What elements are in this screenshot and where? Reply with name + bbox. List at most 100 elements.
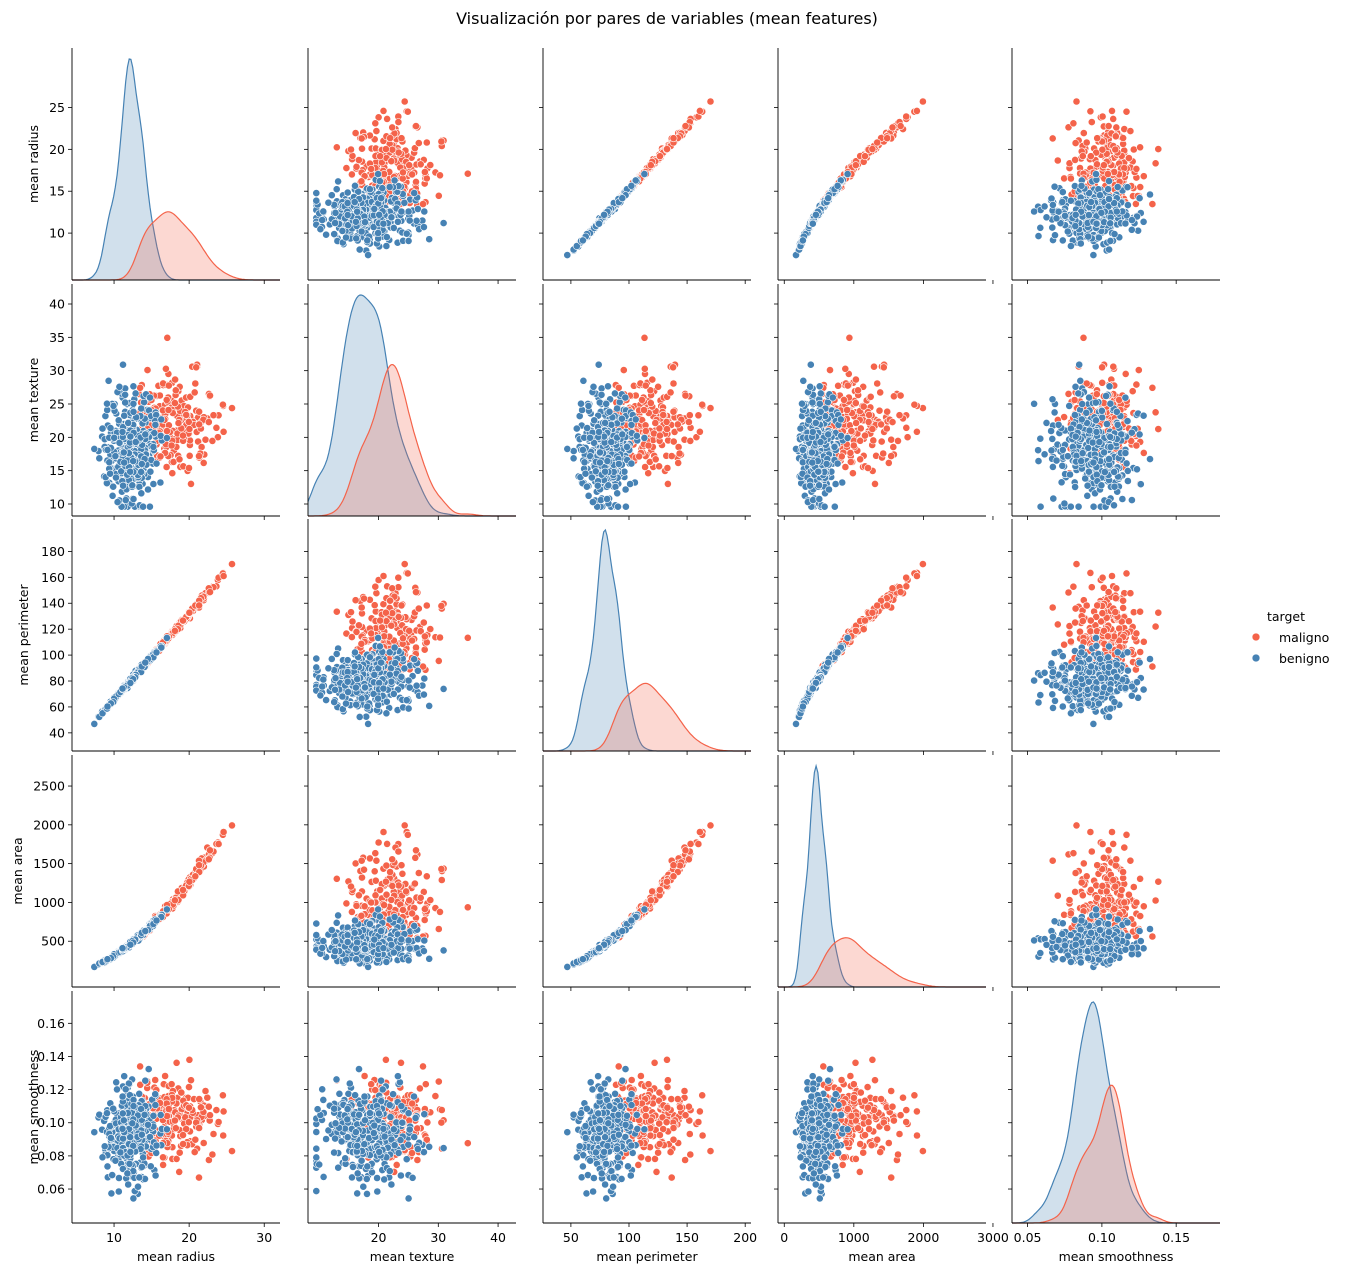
point-benigno (572, 424, 581, 433)
point-maligno (182, 410, 191, 419)
point-benigno (343, 211, 352, 219)
point-benigno (812, 210, 820, 219)
point-maligno (841, 463, 850, 471)
point-benigno (816, 407, 825, 416)
point-maligno (1134, 366, 1143, 374)
point-benigno (1082, 408, 1091, 417)
point-benigno (824, 194, 833, 203)
point-maligno (1111, 145, 1120, 154)
point-benigno (324, 198, 333, 207)
point-benigno (370, 204, 379, 213)
point-maligno (1154, 145, 1163, 153)
point-maligno (1104, 122, 1113, 130)
point-benigno (1030, 399, 1038, 408)
point-maligno (354, 156, 363, 164)
point-benigno (806, 481, 814, 490)
point-benigno (312, 189, 321, 197)
point-maligno (1148, 383, 1157, 392)
point-benigno (119, 448, 128, 457)
point-maligno (648, 375, 657, 384)
point-benigno (1063, 227, 1072, 236)
point-benigno (1075, 360, 1084, 369)
point-benigno (1074, 502, 1083, 511)
point-benigno (124, 418, 133, 427)
point-maligno (654, 382, 662, 391)
point-benigno (613, 404, 621, 413)
point-maligno (1111, 132, 1120, 141)
point-benigno (129, 399, 138, 408)
point-maligno (861, 152, 869, 161)
point-maligno (675, 449, 684, 458)
point-benigno (1077, 181, 1086, 190)
point-benigno (1077, 415, 1086, 424)
point-maligno (856, 455, 865, 464)
point-maligno (412, 177, 420, 186)
panel-0-1 (304, 48, 516, 284)
point-benigno (583, 482, 591, 491)
point-benigno (808, 219, 817, 228)
point-maligno (171, 386, 180, 395)
point-maligno (1104, 170, 1112, 178)
point-benigno (600, 210, 608, 219)
point-maligno (871, 479, 879, 488)
point-benigno (820, 502, 829, 511)
point-benigno (363, 236, 372, 245)
point-benigno (365, 185, 374, 194)
point-maligno (219, 427, 228, 436)
point-maligno (352, 162, 361, 171)
point-benigno (1095, 438, 1104, 446)
point-benigno (1050, 408, 1059, 417)
point-maligno (208, 436, 217, 445)
point-benigno (581, 469, 590, 478)
point-benigno (1067, 242, 1075, 250)
point-benigno (815, 399, 824, 408)
point-benigno (114, 416, 123, 425)
point-benigno (1078, 449, 1087, 458)
point-maligno (640, 364, 649, 373)
point-maligno (663, 425, 671, 433)
point-benigno (397, 207, 406, 216)
point-benigno (586, 433, 594, 442)
point-benigno (1058, 188, 1067, 196)
point-benigno (811, 418, 820, 427)
point-benigno (640, 170, 649, 178)
point-benigno (332, 185, 341, 194)
point-benigno (121, 496, 130, 504)
point-benigno (357, 227, 366, 236)
point-benigno (1071, 382, 1080, 391)
point-benigno (815, 495, 824, 503)
point-benigno (843, 170, 852, 178)
point-benigno (1127, 225, 1136, 234)
point-maligno (887, 435, 896, 444)
point-maligno (463, 169, 472, 178)
point-maligno (1121, 369, 1130, 378)
point-benigno (1124, 477, 1132, 485)
point-maligno (1136, 183, 1145, 191)
point-maligno (179, 431, 187, 440)
y-tick-label: 15 (49, 463, 65, 478)
point-benigno (1085, 393, 1093, 402)
point-benigno (1105, 245, 1113, 254)
point-benigno (806, 360, 815, 369)
point-benigno (1063, 452, 1072, 461)
point-benigno (799, 236, 807, 245)
point-maligno (1136, 143, 1144, 152)
point-benigno (579, 376, 588, 385)
point-maligno (228, 404, 236, 412)
point-benigno (584, 491, 593, 500)
point-maligno (348, 151, 357, 160)
point-maligno (357, 177, 366, 186)
y-tick-label: 40 (49, 297, 65, 312)
point-benigno (604, 481, 613, 490)
point-maligno (1098, 112, 1107, 121)
point-benigno (385, 183, 394, 191)
point-benigno (595, 427, 603, 436)
point-maligno (651, 419, 660, 427)
point-benigno (131, 438, 140, 446)
point-maligno (640, 406, 648, 414)
point-benigno (374, 170, 382, 178)
point-benigno (1047, 194, 1056, 203)
